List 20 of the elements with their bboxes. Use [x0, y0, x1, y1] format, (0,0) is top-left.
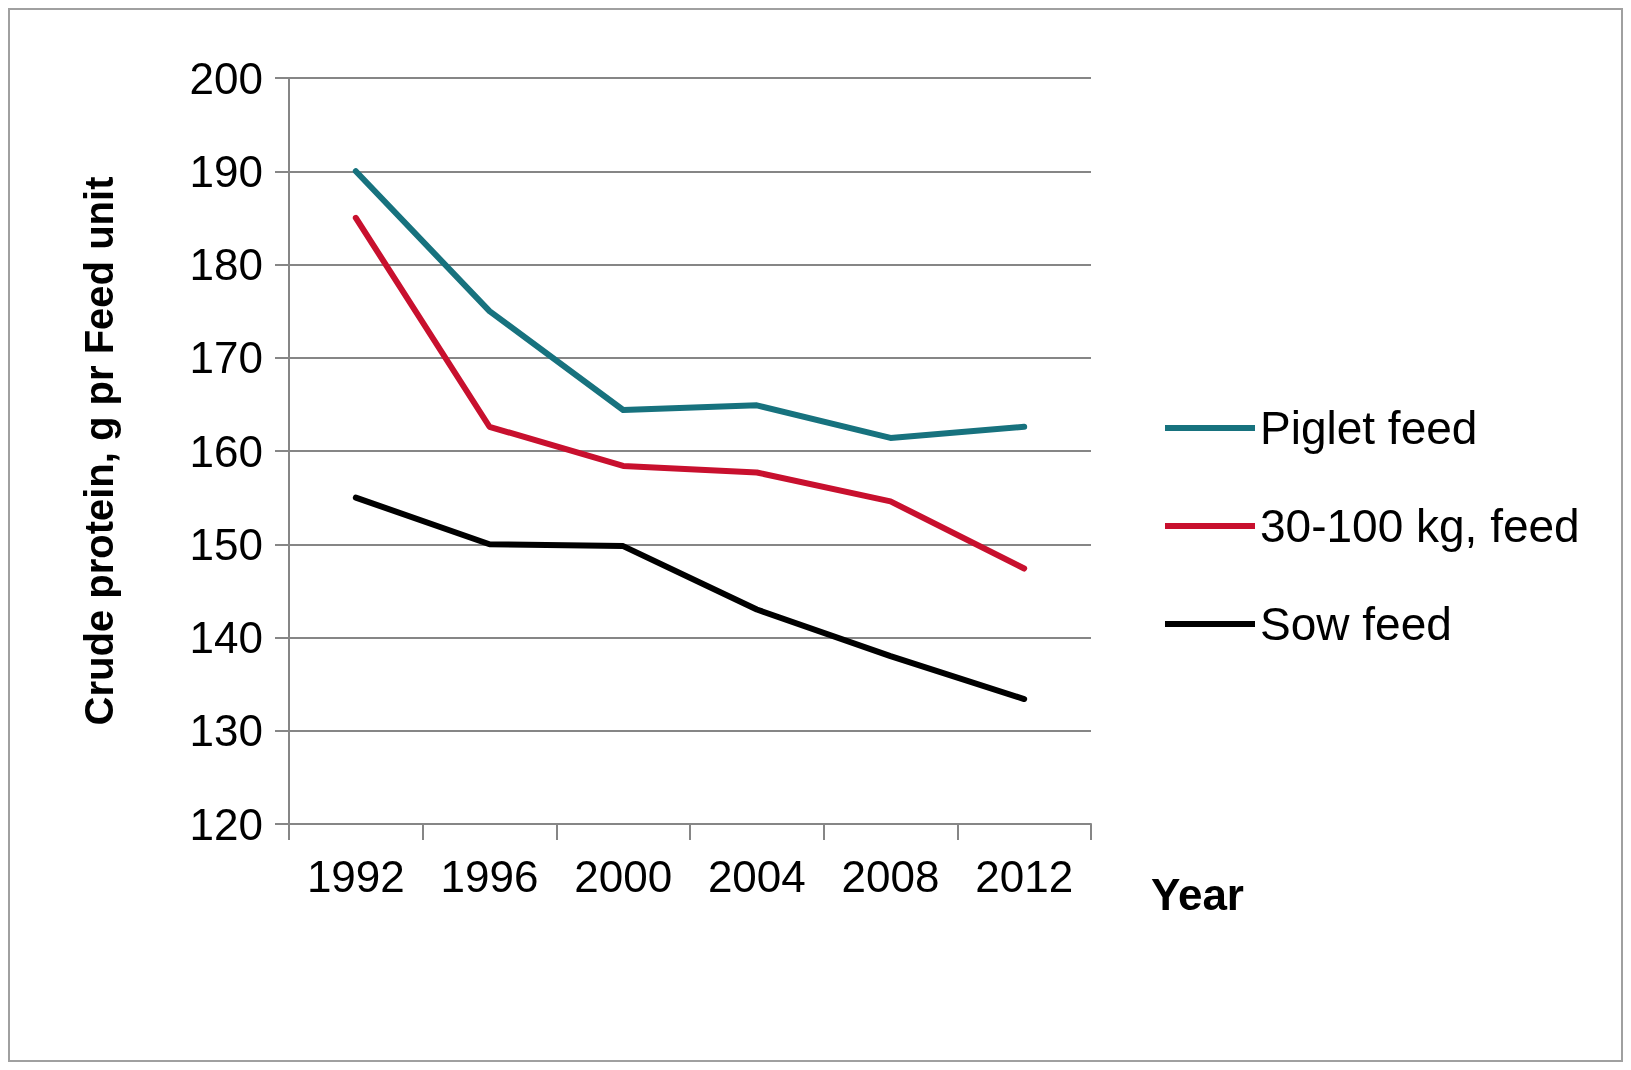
x-tick-label: 2000 [574, 851, 673, 901]
x-tick-label: 1992 [306, 851, 405, 901]
x-tick-label: 1996 [440, 851, 539, 901]
y-tick-label: 150 [189, 519, 263, 569]
y-tick-label: 170 [189, 333, 263, 383]
x-tick-label: 2012 [975, 851, 1074, 901]
legend-label: Sow feed [1260, 598, 1452, 650]
x-tick-label: 2008 [841, 851, 940, 901]
y-tick-label: 120 [189, 799, 263, 849]
x-tick-label: 2004 [707, 851, 806, 901]
y-tick-label: 130 [189, 706, 263, 756]
x-axis-title: Year [1151, 869, 1244, 919]
y-tick-label: 200 [189, 53, 263, 103]
y-tick-label: 160 [189, 426, 263, 476]
y-tick-label: 180 [189, 240, 263, 289]
y-tick-label: 140 [189, 613, 263, 662]
legend-label: 30-100 kg, feed [1260, 500, 1580, 552]
y-tick-label: 190 [189, 146, 263, 196]
legend-label: Piglet feed [1260, 402, 1478, 454]
y-axis-title: Crude protein, g pr Feed unit [77, 176, 121, 726]
